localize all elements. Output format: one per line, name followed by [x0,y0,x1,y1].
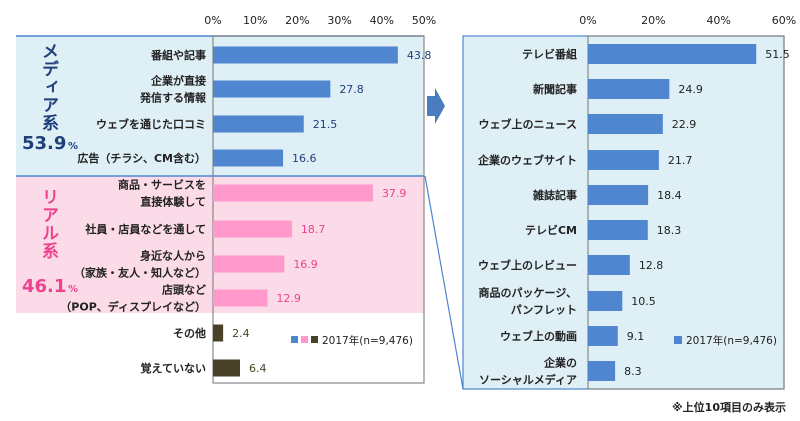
bar [588,185,649,205]
x-tick-label: 30% [327,14,351,27]
bar [588,361,616,381]
legend-swatch-media [291,336,298,343]
data-label: 21.5 [313,118,338,131]
category-label: 身近な人から [140,249,206,263]
bar [588,220,648,240]
category-label: テレビ番組 [522,47,577,61]
category-label: パンフレット [511,304,577,317]
data-label: 10.5 [631,295,656,308]
footnote: ※上位10項目のみ表示 [672,400,786,414]
data-label: 12.9 [276,292,301,305]
category-label: その他 [173,326,206,340]
bar [588,255,630,275]
x-tick-label: 0% [204,14,221,27]
data-label: 16.9 [293,258,318,271]
bar [588,326,618,346]
data-label: 18.4 [657,189,682,202]
category-label: ウェブ上のニュース [479,117,577,131]
data-label: 24.9 [678,83,703,96]
category-label: 企業のウェブサイト [477,153,577,167]
x-tick-label: 50% [412,14,436,27]
data-label: 27.8 [339,83,364,96]
bar [213,289,268,307]
x-tick-label: 0% [579,14,596,27]
data-label: 22.9 [672,118,697,131]
bar [588,150,659,170]
group-label-real: リアル系 [38,188,58,260]
legend-label: 2017年(n=9,476) [322,334,413,347]
category-label: 新聞記事 [533,82,577,96]
data-label: 43.8 [407,49,432,62]
category-label: 企業の [543,356,577,370]
category-label: 企業が直接 [150,74,206,88]
bar [213,80,331,98]
x-tick-label: 60% [772,14,796,27]
bar [588,291,623,311]
x-tick-label: 40% [370,14,394,27]
bar [588,114,663,134]
bar [213,115,304,133]
category-label: テレビCM [525,223,577,237]
group-total-media: 53.9 [22,133,66,154]
bar [588,44,757,64]
category-label: 発信する情報 [139,91,207,105]
category-label: ウェブ上の動画 [500,329,577,343]
group-unit: % [68,141,78,152]
x-tick-label: 10% [243,14,267,27]
category-label: （POP、ディスプレイなど） [60,300,206,314]
bar [213,255,285,273]
data-label: 18.3 [657,224,682,237]
category-label: 社員・店員などを通して [84,222,206,236]
group-unit: % [68,284,78,295]
data-label: 18.7 [301,223,326,236]
legend-swatch-media [674,336,682,344]
data-label: 12.8 [639,259,664,272]
category-label: 覚えていない [140,361,206,375]
category-label: 商品のパッケージ、 [479,286,577,300]
plot-area-left [212,35,425,384]
category-label: ソーシャルメディア [479,373,577,387]
bar [213,149,284,167]
legend-swatch-real [301,336,308,343]
category-label: ウェブを通じた口コミ [96,117,206,131]
data-label: 51.5 [765,48,790,61]
data-label: 21.7 [668,154,693,167]
category-label: 広告（チラシ、CM含む） [77,151,206,165]
plot-area-right [587,35,785,390]
x-tick-label: 40% [706,14,730,27]
group-total-real: 46.1 [22,276,66,297]
data-label: 2.4 [232,327,250,340]
category-label: 雑誌記事 [532,188,577,202]
data-label: 16.6 [292,152,317,165]
data-label: 6.4 [249,362,267,375]
legend-swatch-other [311,336,318,343]
zoom-connector-line [424,175,464,390]
legend-label: 2017年(n=9,476) [686,334,777,347]
data-label: 9.1 [627,330,645,343]
category-label: 店頭など [162,283,206,297]
group-label-media: メディア系 [38,42,58,132]
bar [213,184,373,202]
bar [213,324,224,342]
category-label: 直接体験して [140,195,206,209]
bar [213,220,292,238]
data-label: 8.3 [624,365,642,378]
bar [588,79,670,99]
x-tick-label: 20% [285,14,309,27]
x-tick-label: 20% [641,14,665,27]
category-label: 商品・サービスを [118,178,206,192]
bar [213,359,241,377]
arrow-right-icon [427,88,445,124]
category-label: （家族・友人・知人など） [74,266,206,280]
bar [213,46,398,64]
category-label: ウェブ上のレビュー [478,258,577,272]
category-label: 番組や記事 [150,48,206,62]
media-detail-panel [462,35,785,390]
data-label: 37.9 [382,187,407,200]
